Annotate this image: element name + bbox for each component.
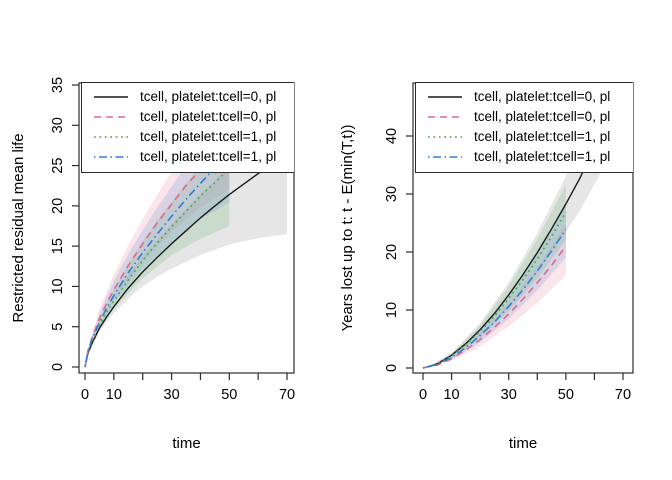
y-tick-label: 40 <box>384 128 400 144</box>
legend-label: tcell, platelet:tcell=0, pl <box>474 109 611 124</box>
y-tick-label: 20 <box>50 198 66 214</box>
solid-line-sample-icon <box>94 96 128 98</box>
y-tick-label: 20 <box>384 244 400 260</box>
confidence-band <box>428 204 566 368</box>
y-axis-label: Years lost up to t: t - E(min(T,t)) <box>339 124 356 331</box>
legend-item: tcell, platelet:tcell=1, pl <box>416 127 633 147</box>
series-line <box>84 152 288 368</box>
dotted-line-sample-icon <box>428 136 462 138</box>
series-line <box>422 228 567 369</box>
x-tick-label: 10 <box>106 387 122 403</box>
x-tick-label: 0 <box>419 387 427 403</box>
x-tick-label: 50 <box>558 387 574 403</box>
x-tick-label: 70 <box>615 387 631 403</box>
left-plot-canvas: 0 10 30 50 70 0 5 10 15 20 25 30 35 time Restricted re… <box>10 77 295 452</box>
legend-item: tcell, platelet:tcell=0, pl <box>82 107 294 127</box>
legend-label: tcell, platelet:tcell=1, pl <box>140 129 277 144</box>
panel-restricted-mean-life: 0 10 30 50 70 0 5 10 15 20 25 30 35 time Restricted re… <box>10 77 295 452</box>
confidence-band <box>87 133 230 355</box>
dashed-line-sample-icon <box>428 116 462 118</box>
x-tick-label: 30 <box>164 387 180 403</box>
confidence-band <box>87 118 288 355</box>
x-tick-label: 10 <box>443 387 459 403</box>
y-tick-label: 15 <box>50 238 66 254</box>
x-tick-label: 0 <box>81 387 89 403</box>
legend-label: tcell, platelet:tcell=0, pl <box>140 89 277 104</box>
x-tick-label: 50 <box>221 387 237 403</box>
dashdot-line-sample-icon <box>94 156 128 158</box>
right-plot-canvas: 0 10 30 50 70 0 10 20 30 40 time Years lost up to t… <box>339 82 634 452</box>
legend-item: tcell, platelet:tcell=1, pl <box>82 127 294 147</box>
legend-label: tcell, platelet:tcell=1, pl <box>474 129 611 144</box>
legend-label: tcell, platelet:tcell=0, pl <box>474 89 611 104</box>
y-tick-label: 10 <box>384 302 400 318</box>
y-tick-label: 0 <box>50 363 66 371</box>
confidence-band <box>428 224 566 368</box>
confidence-band <box>428 184 566 368</box>
solid-line-sample-icon <box>428 96 462 98</box>
x-axis-label: time <box>172 435 200 452</box>
y-tick-label: 25 <box>50 158 66 174</box>
legend-item: tcell, platelet:tcell=0, pl <box>416 107 633 127</box>
dashdot-line-sample-icon <box>428 156 462 158</box>
series-line <box>422 245 567 369</box>
series-line <box>84 136 230 368</box>
series-line <box>84 152 230 368</box>
y-tick-label: 5 <box>50 323 66 331</box>
dashed-line-sample-icon <box>94 116 128 118</box>
series-line <box>84 168 230 368</box>
left-legend: tcell, platelet:tcell=0, pl tcell, plate… <box>81 82 294 173</box>
legend-label: tcell, platelet:tcell=1, pl <box>474 149 611 164</box>
right-legend: tcell, platelet:tcell=0, pl tcell, plate… <box>415 82 633 173</box>
y-tick-label: 35 <box>50 77 66 93</box>
y-tick-label: 10 <box>50 278 66 294</box>
legend-item: tcell, platelet:tcell=1, pl <box>416 147 633 167</box>
legend-item: tcell, platelet:tcell=0, pl <box>82 87 294 107</box>
x-tick-label: 70 <box>279 387 295 403</box>
dotted-line-sample-icon <box>94 136 128 138</box>
panel-years-lost: 0 10 30 50 70 0 10 20 30 40 time Years lost up to t… <box>336 0 672 480</box>
x-axis-label: time <box>509 435 537 452</box>
y-tick-label: 30 <box>384 186 400 202</box>
y-tick-label: 30 <box>50 117 66 133</box>
legend-label: tcell, platelet:tcell=1, pl <box>140 149 277 164</box>
legend-label: tcell, platelet:tcell=0, pl <box>140 109 277 124</box>
x-tick-label: 30 <box>501 387 517 403</box>
legend-item: tcell, platelet:tcell=0, pl <box>416 87 633 107</box>
y-tick-label: 0 <box>384 364 400 372</box>
y-axis-label: Restricted residual mean life <box>10 133 27 322</box>
legend-item: tcell, platelet:tcell=1, pl <box>82 147 294 167</box>
